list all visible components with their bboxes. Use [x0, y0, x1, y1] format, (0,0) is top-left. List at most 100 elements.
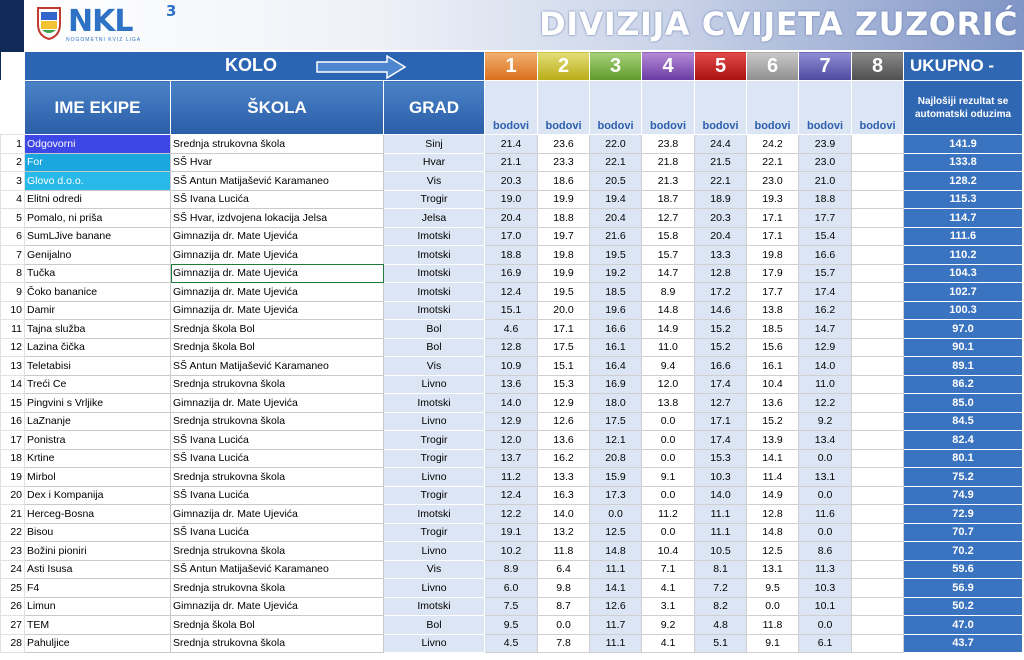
score-cell-round-8[interactable]: [851, 467, 905, 487]
score-cell-round-6[interactable]: 22.1: [746, 152, 800, 172]
rank-cell[interactable]: 13: [0, 356, 25, 376]
city-cell[interactable]: Trogir: [382, 485, 486, 505]
school-cell[interactable]: SŠ Ivana Lucića: [170, 448, 384, 468]
score-cell-round-3[interactable]: 14.8: [589, 541, 643, 561]
score-cell-round-3[interactable]: 12.1: [589, 430, 643, 450]
score-cell-round-1[interactable]: 20.3: [484, 171, 539, 191]
score-cell-round-2[interactable]: 23.6: [537, 134, 591, 154]
city-cell[interactable]: Livno: [382, 374, 486, 394]
score-cell-round-7[interactable]: 13.1: [798, 467, 853, 487]
team-cell[interactable]: Božini pioniri: [24, 541, 171, 561]
score-cell-round-2[interactable]: 11.8: [537, 541, 591, 561]
score-cell-round-3[interactable]: 17.3: [589, 485, 643, 505]
team-cell[interactable]: Asti Isusa: [24, 559, 171, 579]
score-cell-round-4[interactable]: 9.4: [641, 356, 696, 376]
score-cell-round-5[interactable]: 12.8: [694, 263, 748, 283]
score-cell-round-8[interactable]: [851, 615, 905, 635]
total-cell[interactable]: 111.6: [903, 226, 1024, 246]
total-cell[interactable]: 141.9: [903, 134, 1024, 154]
score-cell-round-8[interactable]: [851, 633, 905, 653]
score-cell-round-1[interactable]: 10.2: [484, 541, 539, 561]
school-cell[interactable]: Gimnazija dr. Mate Ujevića: [170, 226, 384, 246]
score-cell-round-1[interactable]: 16.9: [484, 263, 539, 283]
rank-cell[interactable]: 8: [0, 263, 25, 283]
school-cell[interactable]: Gimnazija dr. Mate Ujevića: [170, 245, 384, 265]
score-cell-round-6[interactable]: 24.2: [746, 134, 800, 154]
score-cell-round-2[interactable]: 19.9: [537, 189, 591, 209]
score-cell-round-7[interactable]: 10.1: [798, 596, 853, 616]
score-cell-round-1[interactable]: 14.0: [484, 393, 539, 413]
score-cell-round-7[interactable]: 11.6: [798, 504, 853, 524]
rank-cell[interactable]: 9: [0, 282, 25, 302]
score-cell-round-7[interactable]: 0.0: [798, 485, 853, 505]
rank-cell[interactable]: 2: [0, 152, 25, 172]
team-cell[interactable]: Pomalo, ni priša: [24, 208, 171, 228]
score-cell-round-4[interactable]: 18.7: [641, 189, 696, 209]
score-cell-round-1[interactable]: 17.0: [484, 226, 539, 246]
score-cell-round-4[interactable]: 14.7: [641, 263, 696, 283]
city-cell[interactable]: Vis: [382, 559, 486, 579]
rank-cell[interactable]: 23: [0, 541, 25, 561]
school-cell[interactable]: Srednja strukovna škola: [170, 633, 384, 653]
score-cell-round-4[interactable]: 12.0: [641, 374, 696, 394]
score-cell-round-2[interactable]: 18.8: [537, 208, 591, 228]
score-cell-round-2[interactable]: 15.1: [537, 356, 591, 376]
score-cell-round-3[interactable]: 14.1: [589, 578, 643, 598]
score-cell-round-4[interactable]: 14.8: [641, 300, 696, 320]
rank-cell[interactable]: 16: [0, 411, 25, 431]
score-cell-round-8[interactable]: [851, 263, 905, 283]
city-cell[interactable]: Hvar: [382, 152, 486, 172]
score-cell-round-4[interactable]: 12.7: [641, 208, 696, 228]
score-cell-round-1[interactable]: 12.9: [484, 411, 539, 431]
team-cell[interactable]: Tajna služba: [24, 319, 171, 339]
school-cell[interactable]: Gimnazija dr. Mate Ujevića: [170, 263, 384, 283]
team-cell[interactable]: Čoko bananice: [24, 282, 171, 302]
team-cell[interactable]: Tučka: [24, 263, 171, 283]
score-cell-round-2[interactable]: 17.5: [537, 337, 591, 357]
score-cell-round-4[interactable]: 23.8: [641, 134, 696, 154]
team-cell[interactable]: Damir: [24, 300, 171, 320]
total-cell[interactable]: 89.1: [903, 356, 1024, 376]
score-cell-round-5[interactable]: 7.2: [694, 578, 748, 598]
score-cell-round-4[interactable]: 9.2: [641, 615, 696, 635]
score-cell-round-1[interactable]: 12.8: [484, 337, 539, 357]
score-cell-round-6[interactable]: 19.3: [746, 189, 800, 209]
city-cell[interactable]: Vis: [382, 356, 486, 376]
city-cell[interactable]: Livno: [382, 411, 486, 431]
school-cell[interactable]: SŠ Ivana Lucića: [170, 189, 384, 209]
score-cell-round-7[interactable]: 11.3: [798, 559, 853, 579]
city-cell[interactable]: Livno: [382, 578, 486, 598]
total-cell[interactable]: 114.7: [903, 208, 1024, 228]
total-cell[interactable]: 102.7: [903, 282, 1024, 302]
score-cell-round-6[interactable]: 17.7: [746, 282, 800, 302]
total-cell[interactable]: 80.1: [903, 448, 1024, 468]
total-cell[interactable]: 84.5: [903, 411, 1024, 431]
score-cell-round-1[interactable]: 8.9: [484, 559, 539, 579]
team-cell[interactable]: Mirbol: [24, 467, 171, 487]
score-cell-round-6[interactable]: 16.1: [746, 356, 800, 376]
city-cell[interactable]: Imotski: [382, 263, 486, 283]
score-cell-round-2[interactable]: 18.6: [537, 171, 591, 191]
score-cell-round-6[interactable]: 17.9: [746, 263, 800, 283]
city-cell[interactable]: Trogir: [382, 522, 486, 542]
score-cell-round-8[interactable]: [851, 189, 905, 209]
score-cell-round-6[interactable]: 23.0: [746, 171, 800, 191]
school-cell[interactable]: SŠ Antun Matijašević Karamaneo: [170, 356, 384, 376]
score-cell-round-7[interactable]: 15.7: [798, 263, 853, 283]
team-cell[interactable]: SumLJive banane: [24, 226, 171, 246]
total-cell[interactable]: 97.0: [903, 319, 1024, 339]
score-cell-round-1[interactable]: 21.1: [484, 152, 539, 172]
score-cell-round-2[interactable]: 9.8: [537, 578, 591, 598]
rank-cell[interactable]: 7: [0, 245, 25, 265]
score-cell-round-1[interactable]: 10.9: [484, 356, 539, 376]
score-cell-round-7[interactable]: 14.0: [798, 356, 853, 376]
score-cell-round-3[interactable]: 19.2: [589, 263, 643, 283]
score-cell-round-6[interactable]: 15.6: [746, 337, 800, 357]
rank-cell[interactable]: 24: [0, 559, 25, 579]
score-cell-round-4[interactable]: 3.1: [641, 596, 696, 616]
score-cell-round-1[interactable]: 12.4: [484, 282, 539, 302]
score-cell-round-5[interactable]: 11.1: [694, 522, 748, 542]
school-cell[interactable]: SŠ Ivana Lucića: [170, 485, 384, 505]
team-cell[interactable]: Krtine: [24, 448, 171, 468]
rank-cell[interactable]: 19: [0, 467, 25, 487]
